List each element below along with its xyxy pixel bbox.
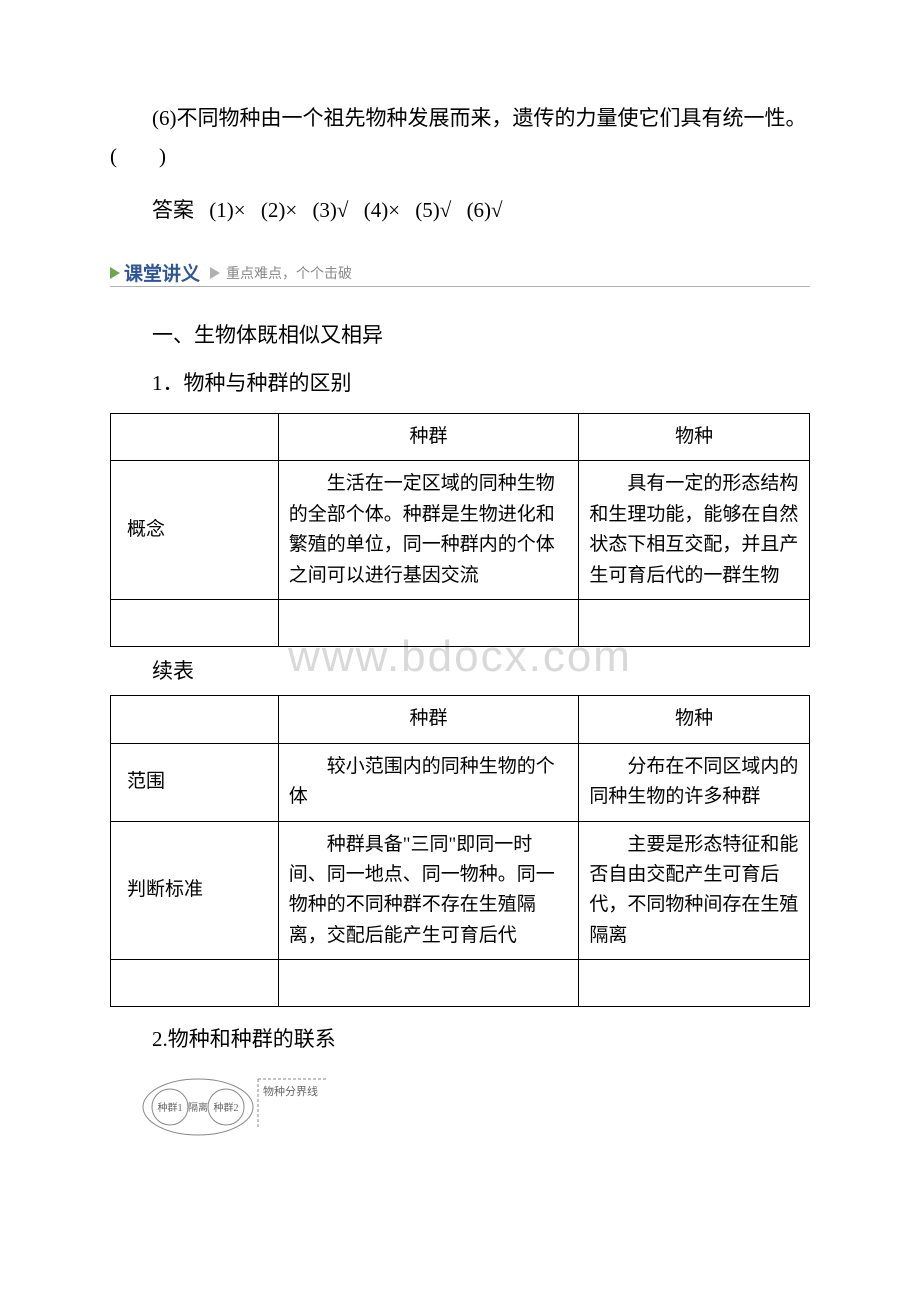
mid-label: 隔离 bbox=[188, 1101, 208, 1114]
table-header-species: 物种 bbox=[579, 696, 810, 743]
answer-6: (6)√ bbox=[467, 198, 503, 222]
table-header-population: 种群 bbox=[278, 413, 579, 460]
flag-icon bbox=[110, 267, 120, 279]
empty-cell bbox=[579, 599, 810, 646]
table-row bbox=[111, 599, 810, 646]
table-header-empty bbox=[111, 413, 279, 460]
cell-scope-species: 分布在不同区域内的同种生物的许多种群 bbox=[579, 743, 810, 821]
row-label-concept: 概念 bbox=[111, 461, 279, 600]
answers-line: 答案 (1)× (2)× (3)√ (4)× (5)√ (6)√ bbox=[110, 192, 810, 230]
comparison-table-2: 种群 物种 范围 较小范围内的同种生物的个体 分布在不同区域内的同种生物的许多种… bbox=[110, 695, 810, 1007]
section-subtitle: 重点难点，个个击破 bbox=[226, 263, 352, 283]
table-row: 种群 物种 bbox=[111, 413, 810, 460]
table-row: 种群 物种 bbox=[111, 696, 810, 743]
empty-cell bbox=[278, 960, 579, 1007]
answer-5: (5)√ bbox=[415, 198, 451, 222]
answer-4: (4)× bbox=[364, 198, 400, 222]
table-row: 判断标准 种群具备"三同"即同一时间、同一地点、同一物种。同一物种的不同种群不存… bbox=[111, 821, 810, 960]
boundary-label: 物种分界线 bbox=[263, 1084, 318, 1098]
empty-cell bbox=[579, 960, 810, 1007]
answer-2: (2)× bbox=[261, 198, 297, 222]
node-2-label: 种群2 bbox=[214, 1101, 239, 1114]
row-label-scope: 范围 bbox=[111, 743, 279, 821]
empty-cell bbox=[111, 960, 279, 1007]
table-header-species: 物种 bbox=[579, 413, 810, 460]
topic-1-title: 一、生物体既相似又相异 bbox=[110, 317, 810, 355]
row-label-criteria: 判断标准 bbox=[111, 821, 279, 960]
answer-3: (3)√ bbox=[312, 198, 348, 222]
empty-cell bbox=[111, 599, 279, 646]
answer-label: 答案 bbox=[152, 198, 194, 222]
empty-cell bbox=[278, 599, 579, 646]
node-1-label: 种群1 bbox=[158, 1101, 183, 1114]
species-population-diagram: 种群1 隔离 种群2 物种分界线 bbox=[138, 1069, 810, 1139]
diagram-svg: 种群1 隔离 种群2 物种分界线 bbox=[138, 1069, 338, 1139]
topic-1-sub1: 1．物种与种群的区别 bbox=[110, 365, 810, 403]
comparison-table-1: 种群 物种 概念 生活在一定区域的同种生物的全部个体。种群是生物进化和繁殖的单位… bbox=[110, 413, 810, 647]
cell-criteria-species: 主要是形态特征和能否自由交配产生可育后代，不同物种间存在生殖隔离 bbox=[579, 821, 810, 960]
table-row bbox=[111, 960, 810, 1007]
triangle-icon bbox=[210, 267, 220, 279]
cell-concept-species: 具有一定的形态结构和生理功能，能够在自然状态下相互交配，并且产生可育后代的一群生… bbox=[579, 461, 810, 600]
cell-concept-population: 生活在一定区域的同种生物的全部个体。种群是生物进化和繁殖的单位，同一种群内的个体… bbox=[278, 461, 579, 600]
topic-1-sub2: 2.物种和种群的联系 bbox=[110, 1021, 810, 1059]
table-header-population: 种群 bbox=[278, 696, 579, 743]
table-header-empty bbox=[111, 696, 279, 743]
section-title: 课堂讲义 bbox=[124, 259, 200, 286]
cell-scope-population: 较小范围内的同种生物的个体 bbox=[278, 743, 579, 821]
answer-1: (1)× bbox=[209, 198, 245, 222]
question-6: (6)不同物种由一个祖先物种发展而来，遗传的力量使它们具有统一性。( ) bbox=[110, 100, 810, 176]
cell-criteria-population: 种群具备"三同"即同一时间、同一地点、同一物种。同一物种的不同种群不存在生殖隔离… bbox=[278, 821, 579, 960]
table-row: 范围 较小范围内的同种生物的个体 分布在不同区域内的同种生物的许多种群 bbox=[111, 743, 810, 821]
table-row: 概念 生活在一定区域的同种生物的全部个体。种群是生物进化和繁殖的单位，同一种群内… bbox=[111, 461, 810, 600]
continue-label: 续表 bbox=[110, 655, 810, 685]
section-heading-bar: 课堂讲义 重点难点，个个击破 bbox=[110, 259, 810, 287]
